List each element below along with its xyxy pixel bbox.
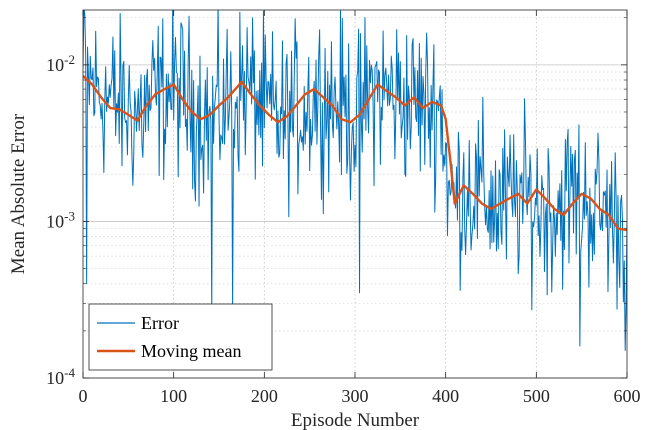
y-tick-label: 10-4 (46, 365, 75, 388)
x-tick-label: 0 (79, 386, 88, 406)
x-tick-label: 600 (614, 386, 641, 406)
x-tick-label: 400 (432, 386, 459, 406)
legend: Error Moving mean (88, 303, 273, 371)
legend-box (88, 303, 273, 371)
x-tick-label: 500 (523, 386, 550, 406)
y-axis-label: Mean Absolute Error (8, 113, 29, 274)
y-tick-label: 10-3 (46, 208, 75, 231)
y-tick-label: 10-2 (46, 52, 75, 75)
x-tick-label: 300 (342, 386, 369, 406)
series-layer (83, 10, 627, 351)
x-tick-label: 100 (160, 386, 187, 406)
axes: 10-4 10-3 10-2 0 100 200 300 400 500 600 (46, 10, 641, 406)
legend-label-moving-mean: Moving mean (141, 341, 242, 361)
x-tick-label: 200 (251, 386, 278, 406)
x-axis-label: Episode Number (291, 410, 420, 430)
series-line-error (83, 10, 627, 351)
series-line-moving-mean (83, 75, 627, 232)
legend-label-error: Error (141, 313, 179, 333)
